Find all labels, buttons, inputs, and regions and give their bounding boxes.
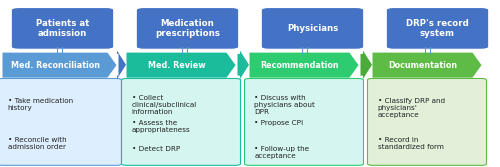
FancyBboxPatch shape — [386, 8, 488, 49]
FancyBboxPatch shape — [301, 53, 307, 57]
Text: • Follow-up the
acceptance: • Follow-up the acceptance — [254, 146, 310, 159]
FancyBboxPatch shape — [122, 78, 240, 165]
FancyBboxPatch shape — [261, 8, 364, 49]
Text: • Collect
clinical/subclinical
information: • Collect clinical/subclinical informati… — [132, 95, 197, 115]
FancyBboxPatch shape — [368, 78, 486, 165]
Text: • Propose CPI: • Propose CPI — [254, 120, 304, 126]
Text: • Take medication
history: • Take medication history — [8, 98, 72, 111]
Text: • Assess the
appropriateness: • Assess the appropriateness — [132, 120, 190, 133]
Polygon shape — [250, 53, 358, 78]
Text: • Classify DRP and
physicians'
acceptance: • Classify DRP and physicians' acceptanc… — [378, 98, 444, 118]
Polygon shape — [372, 53, 482, 78]
FancyBboxPatch shape — [244, 78, 364, 165]
FancyBboxPatch shape — [424, 53, 430, 57]
Polygon shape — [126, 53, 236, 78]
Polygon shape — [117, 51, 126, 79]
Text: • Reconcile with
admission order: • Reconcile with admission order — [8, 137, 66, 150]
Text: DRP's record
system: DRP's record system — [406, 19, 469, 38]
Text: Documentation: Documentation — [388, 61, 457, 70]
Text: Physicians: Physicians — [287, 24, 338, 33]
FancyBboxPatch shape — [0, 78, 122, 165]
FancyBboxPatch shape — [56, 53, 63, 57]
Text: Recommendation: Recommendation — [260, 61, 339, 70]
Text: Medication
prescriptions: Medication prescriptions — [155, 19, 220, 38]
Polygon shape — [2, 53, 116, 78]
FancyBboxPatch shape — [182, 53, 188, 57]
Text: Med. Review: Med. Review — [148, 61, 206, 70]
Text: Med. Reconciliation: Med. Reconciliation — [10, 61, 100, 70]
Polygon shape — [360, 51, 372, 79]
Text: Patients at
admission: Patients at admission — [36, 19, 89, 38]
FancyBboxPatch shape — [136, 8, 239, 49]
Text: • Record in
standardized form: • Record in standardized form — [378, 137, 444, 150]
Text: • Detect DRP: • Detect DRP — [132, 146, 180, 152]
Text: • Discuss with
physicians about
DPR: • Discuss with physicians about DPR — [254, 95, 316, 115]
FancyBboxPatch shape — [12, 8, 114, 49]
Polygon shape — [238, 51, 249, 79]
